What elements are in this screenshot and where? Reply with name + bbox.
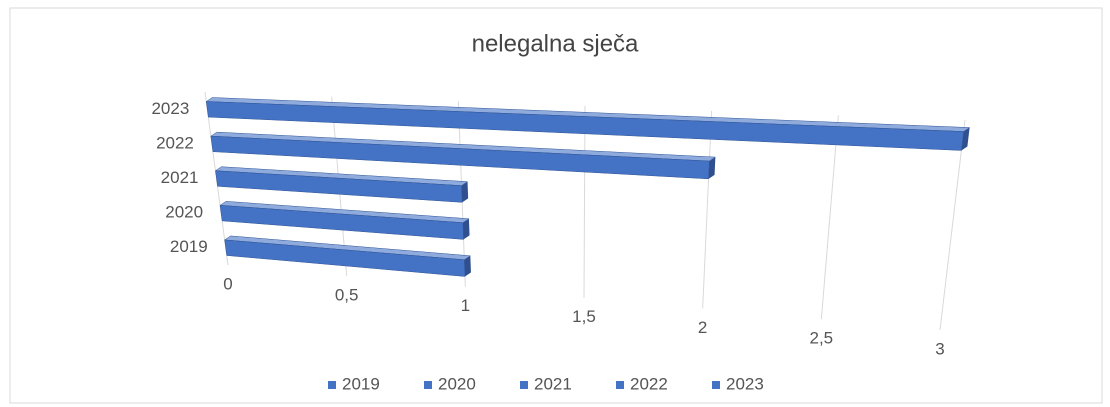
x-tick-label: 0,5 xyxy=(335,285,359,304)
legend-label: 2020 xyxy=(438,374,476,393)
bar xyxy=(224,239,466,277)
bar-end xyxy=(461,181,469,203)
bar-end xyxy=(462,218,470,240)
y-tick-label: 2020 xyxy=(165,203,203,222)
bar xyxy=(219,205,464,240)
x-tick-label: 1,5 xyxy=(572,307,596,326)
grid-line xyxy=(939,119,966,331)
x-tick-label: 1 xyxy=(461,296,470,315)
x-tick-label: 0 xyxy=(223,274,232,293)
bar xyxy=(215,170,463,203)
legend-label: 2022 xyxy=(630,374,668,393)
legend-label: 2019 xyxy=(342,374,380,393)
legend-swatch xyxy=(712,381,720,389)
grid-line xyxy=(583,105,586,298)
bar xyxy=(205,101,964,151)
y-tick-label: 2019 xyxy=(170,237,208,256)
legend-swatch xyxy=(424,381,432,389)
x-tick-label: 3 xyxy=(935,339,944,358)
legend-swatch xyxy=(616,381,624,389)
bar-end xyxy=(708,157,716,179)
y-tick-label: 2023 xyxy=(151,99,189,118)
grid-line xyxy=(820,115,839,320)
grid-line xyxy=(702,110,713,309)
x-tick-label: 2 xyxy=(698,318,707,337)
y-tick-label: 2022 xyxy=(156,133,194,152)
chart-border xyxy=(9,7,1103,404)
y-tick-label: 2021 xyxy=(161,168,199,187)
legend-swatch xyxy=(520,381,528,389)
legend-label: 2021 xyxy=(534,374,572,393)
legend-label: 2023 xyxy=(726,374,764,393)
bar xyxy=(210,135,710,180)
x-tick-label: 2,5 xyxy=(810,329,834,348)
chart-title: nelegalna sječa xyxy=(472,30,639,57)
legend-swatch xyxy=(328,381,336,389)
bar-end xyxy=(464,255,471,277)
